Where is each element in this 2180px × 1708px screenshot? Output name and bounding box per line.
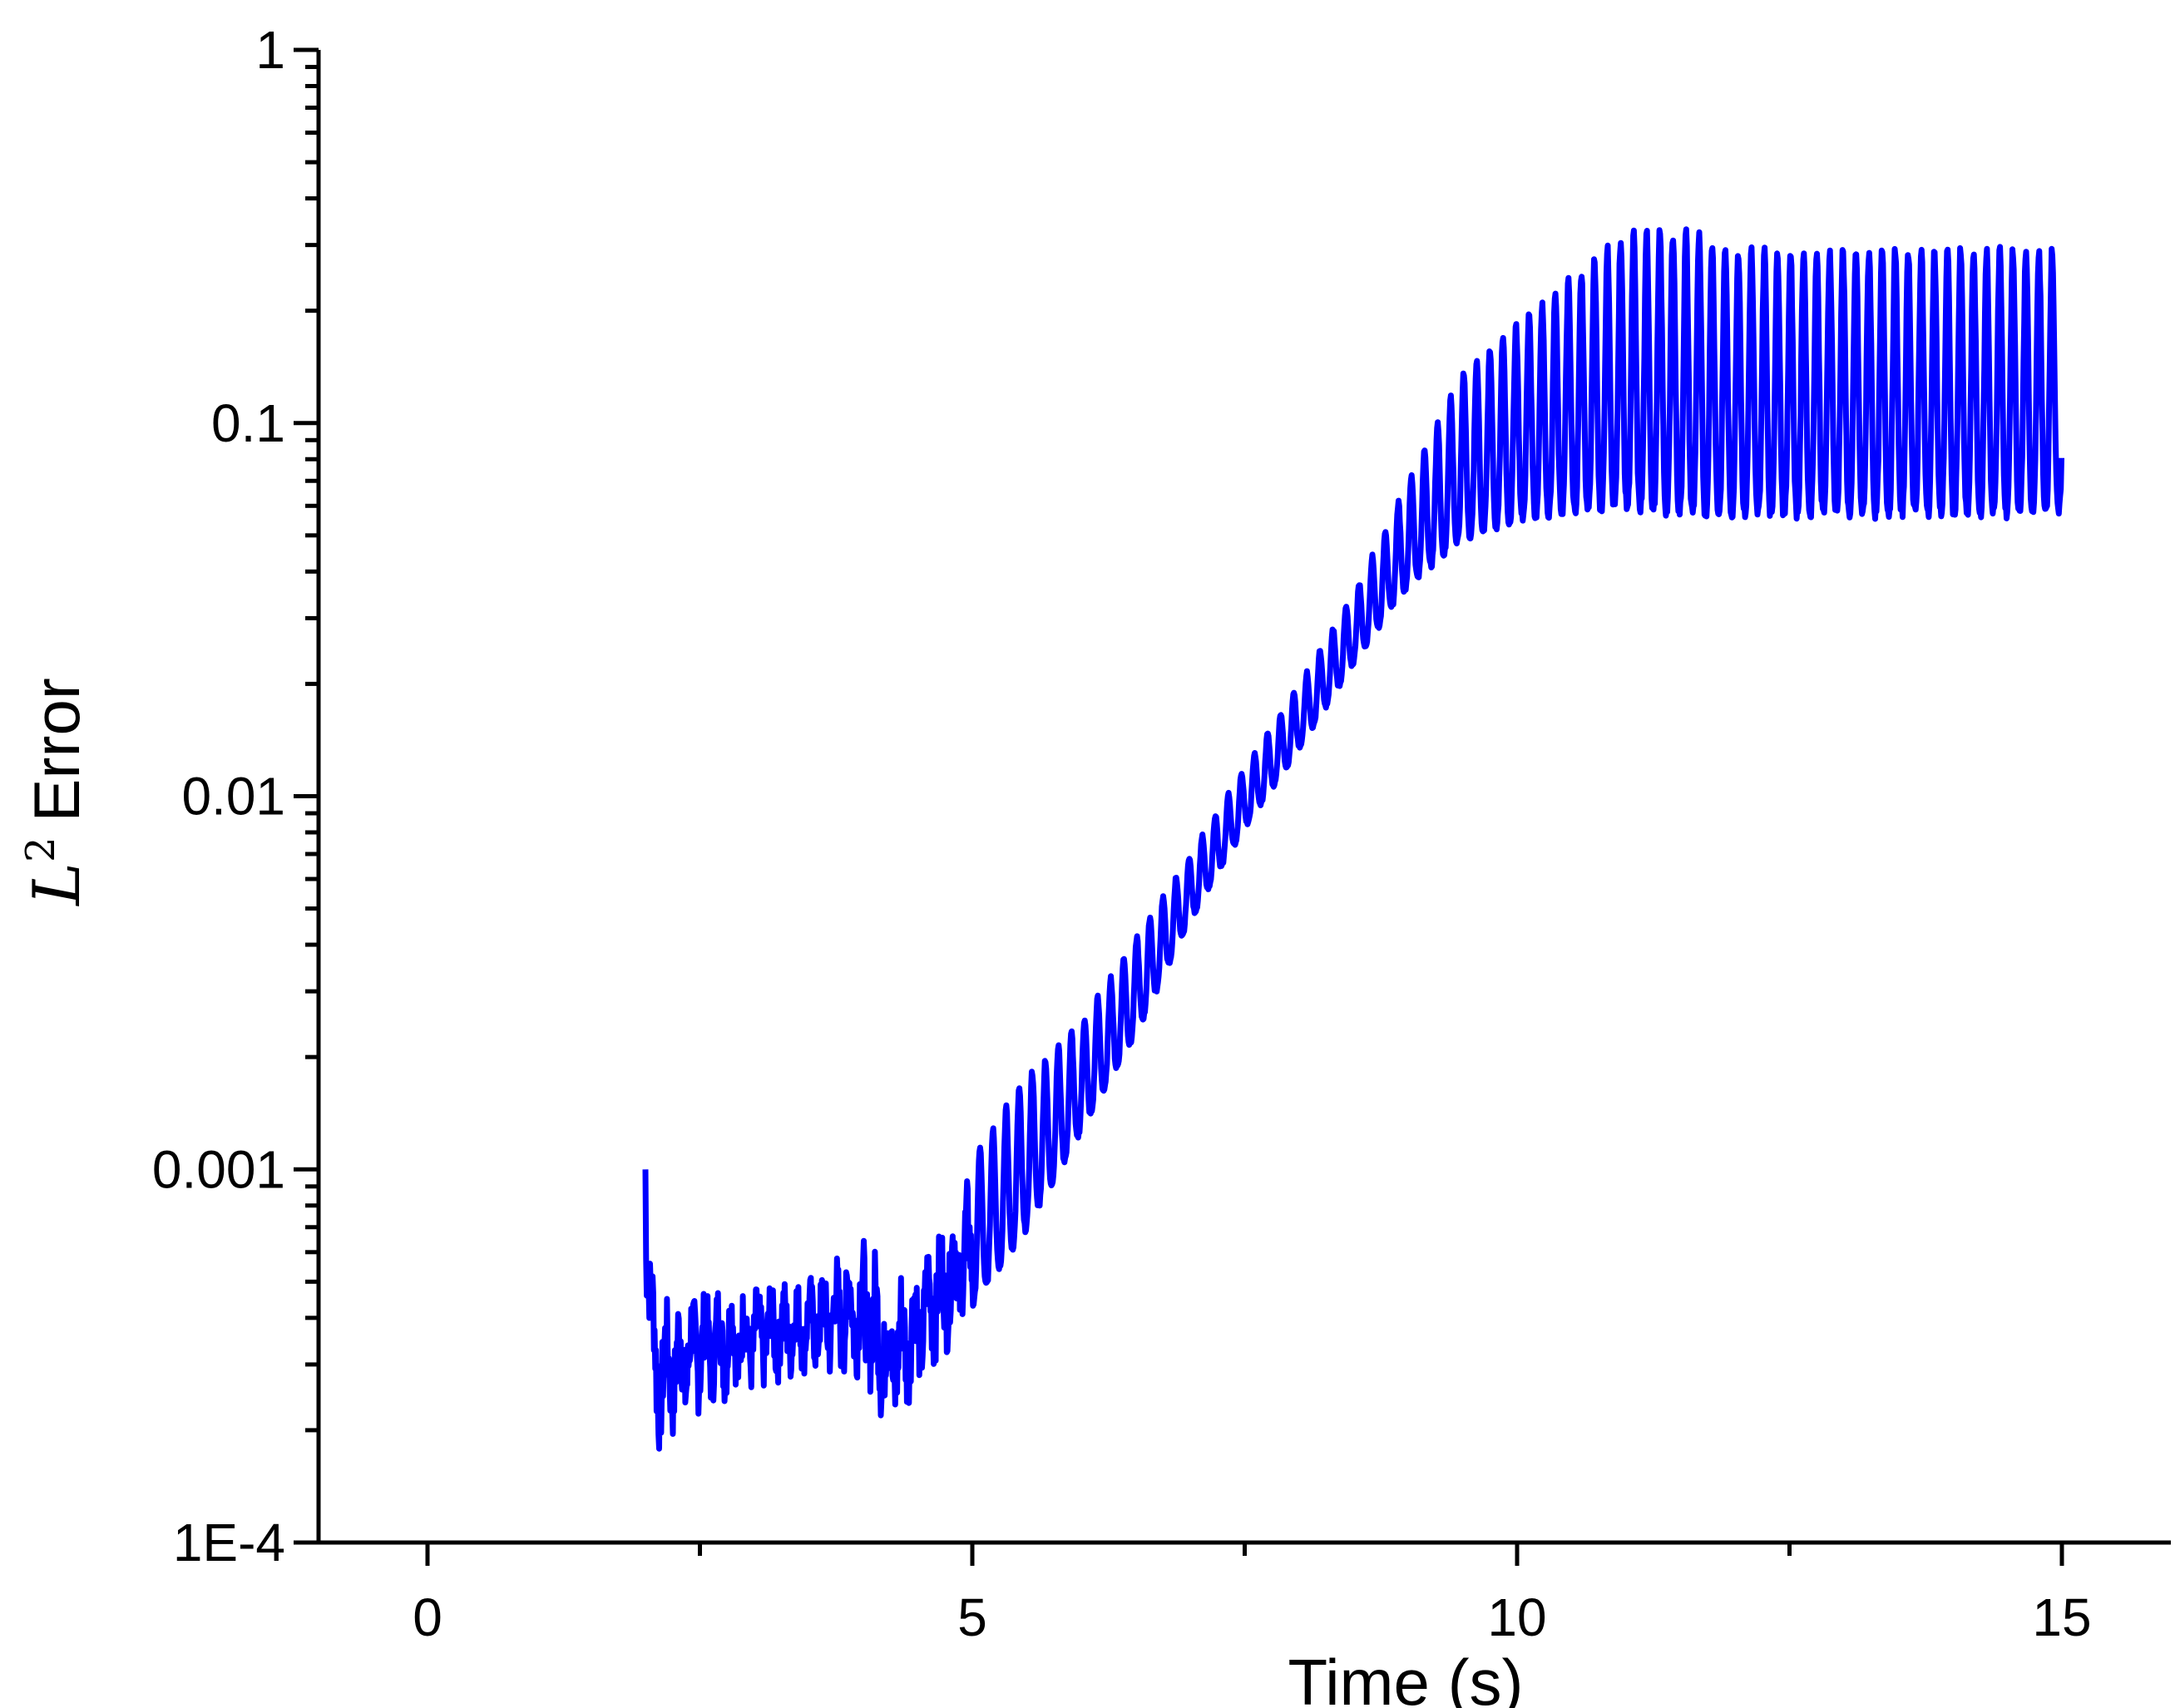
- y-tick-label: 0.01: [181, 767, 285, 827]
- y-axis-label-sup: 2: [17, 837, 64, 863]
- y-ticks: 1 0.1 0.01 0.001 1E-4: [152, 20, 319, 1572]
- x-tick-label: 10: [1487, 1587, 1546, 1647]
- x-axis-label: Time (s): [1288, 1646, 1523, 1708]
- x-axis-group: 0 5 10 15 Time (s): [319, 1540, 2171, 1708]
- series-line-0: [642, 226, 2064, 1452]
- x-tick-label: 0: [413, 1587, 442, 1647]
- y-tick-label: 1E-4: [173, 1513, 285, 1572]
- y-tick-label: 0.001: [152, 1139, 285, 1199]
- plot-series: [642, 226, 2064, 1452]
- y-axis-label: L2 Error: [17, 678, 95, 907]
- y-axis-group: 1 0.1 0.01 0.001 1E-4 L2 Error: [17, 20, 321, 1572]
- x-tick-label: 5: [957, 1587, 987, 1647]
- x-ticks: 0 5 10 15: [413, 1543, 2092, 1647]
- y-axis-label-rest: Error: [20, 678, 93, 822]
- y-tick-label: 1: [255, 20, 285, 80]
- x-tick-label: 15: [2032, 1587, 2091, 1647]
- y-axis-label-base: L: [20, 862, 95, 907]
- y-tick-label: 0.1: [211, 393, 285, 453]
